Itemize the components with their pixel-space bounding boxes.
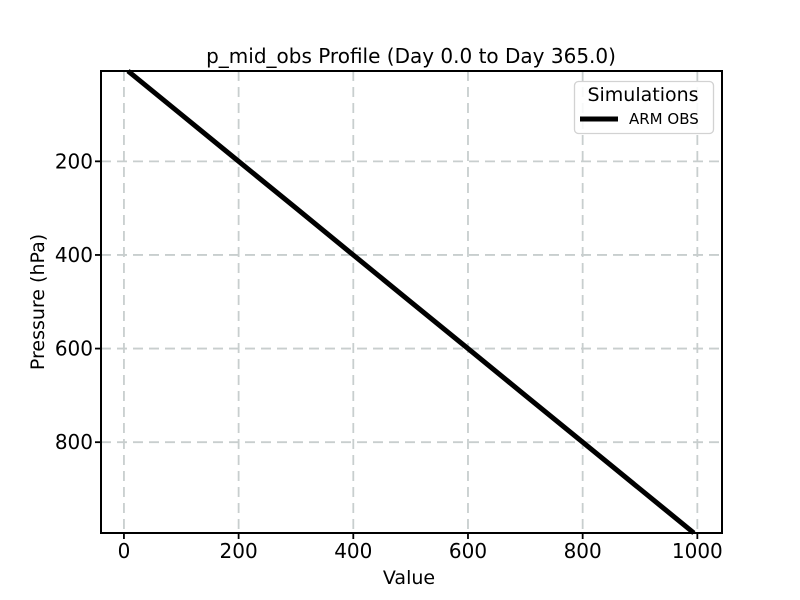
y-tick-label: 800: [55, 430, 93, 454]
legend: Simulations ARM OBS: [573, 80, 715, 135]
y-tick-label: 400: [55, 243, 93, 267]
x-tick-label: 1000: [672, 539, 723, 563]
x-tick-label: 800: [564, 539, 602, 563]
y-tick-label: 200: [55, 149, 93, 173]
series-lines: [126, 69, 696, 535]
grid-lines: [101, 71, 722, 533]
x-axis-label: Value: [383, 567, 435, 589]
y-axis-label: Pressure (hPa): [27, 234, 49, 370]
series-line-arm-obs: [126, 69, 696, 535]
y-tick-label: 600: [55, 337, 93, 361]
x-tick-label: 600: [449, 539, 487, 563]
legend-entry-arm-obs: ARM OBS: [629, 110, 699, 128]
plot-border: [100, 70, 723, 534]
x-tick-label: 0: [118, 539, 131, 563]
chart-title: p_mid_obs Profile (Day 0.0 to Day 365.0): [206, 44, 616, 68]
axis-ticks: 0 200 400 600 800 1000 200 400 600 800: [55, 149, 723, 563]
x-tick-label: 200: [220, 539, 258, 563]
legend-title: Simulations: [587, 84, 698, 106]
x-tick-label: 400: [334, 539, 372, 563]
